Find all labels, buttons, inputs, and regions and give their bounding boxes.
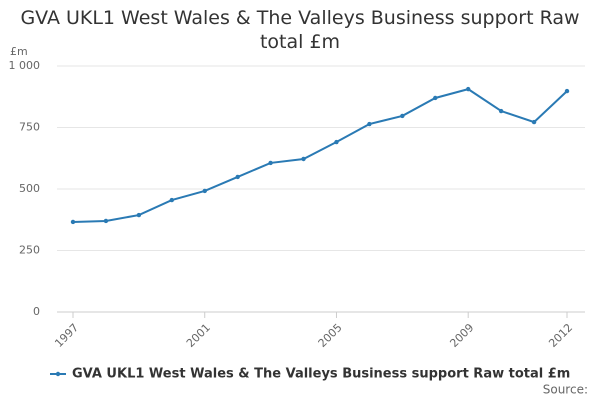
- point: [136, 212, 142, 218]
- y-axis-label: £m: [10, 45, 28, 58]
- point: [334, 139, 339, 145]
- point: [268, 160, 273, 166]
- x-tick-label: 1997: [52, 321, 81, 350]
- chart-title: GVA UKL1 West Wales & The Valleys Busine…: [20, 7, 580, 53]
- point: [367, 121, 372, 127]
- legend-label: GVA UKL1 West Wales & The Valleys Busine…: [72, 367, 570, 382]
- x-tick-label: 2009: [447, 321, 476, 350]
- point: [466, 86, 471, 92]
- point: [564, 88, 570, 94]
- y-tick-label: 750: [19, 121, 40, 134]
- point: [301, 156, 306, 162]
- legend-marker: [55, 371, 61, 377]
- y-tick-label: 500: [19, 182, 40, 195]
- y-tick-label: 1 000: [9, 59, 41, 72]
- point: [531, 119, 537, 125]
- source: Source:: [543, 383, 588, 397]
- x-tick-label: 2005: [316, 321, 345, 350]
- point: [400, 113, 405, 119]
- y-tick-label: 0: [33, 305, 40, 318]
- point: [498, 108, 504, 114]
- y-tick-label: 250: [19, 244, 40, 257]
- x-tick-label: 2001: [184, 321, 213, 350]
- x-tick-label: 2012: [546, 321, 575, 350]
- line: [72, 88, 568, 223]
- point: [70, 219, 76, 225]
- point: [235, 174, 240, 180]
- point: [433, 95, 438, 101]
- point: [169, 197, 174, 203]
- point: [103, 218, 109, 224]
- point: [202, 188, 207, 194]
